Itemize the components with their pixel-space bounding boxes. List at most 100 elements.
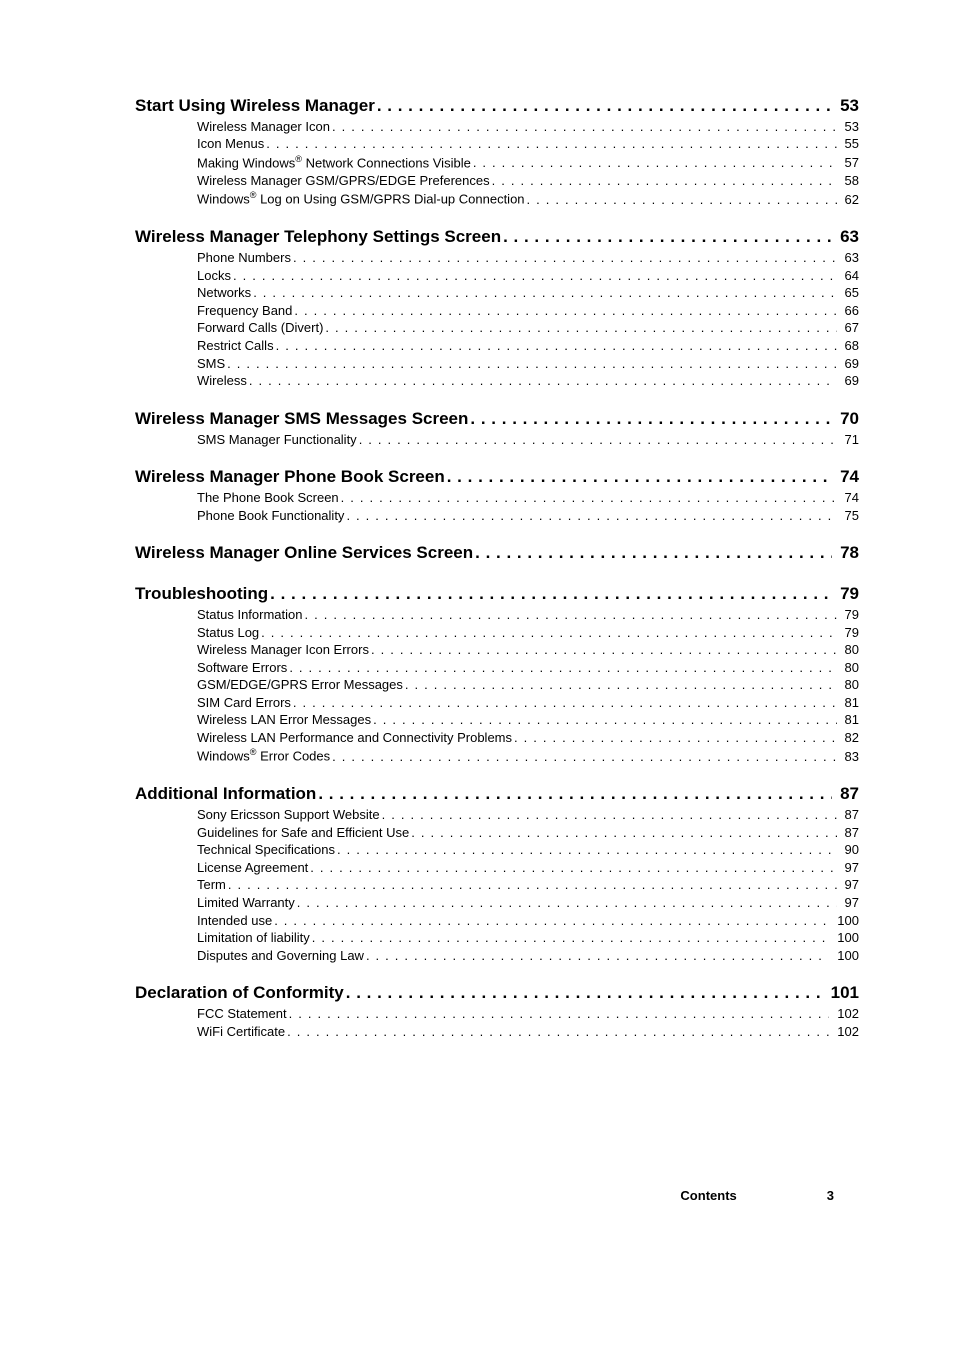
toc-entry-line[interactable]: Limited Warranty97	[135, 894, 859, 912]
toc-section: Wireless Manager SMS Messages Screen70SM…	[135, 408, 859, 448]
toc-entry-page: 74	[839, 489, 859, 507]
toc-entry-line[interactable]: Icon Menus55	[135, 135, 859, 153]
toc-leader-dots	[270, 583, 832, 606]
toc-section: Start Using Wireless Manager53Wireless M…	[135, 95, 859, 208]
toc-entry-line[interactable]: FCC Statement102	[135, 1005, 859, 1023]
toc-entry-title: Forward Calls (Divert)	[197, 319, 323, 337]
toc-leader-dots	[294, 302, 836, 320]
toc-entry-line[interactable]: The Phone Book Screen74	[135, 489, 859, 507]
toc-entry-title: Sony Ericsson Support Website	[197, 806, 380, 824]
toc-entry-line[interactable]: Windows® Error Codes83	[135, 746, 859, 765]
toc-entry-line[interactable]: Software Errors 80	[135, 659, 859, 677]
toc-entry-line[interactable]: Windows® Log on Using GSM/GPRS Dial-up C…	[135, 189, 859, 208]
toc-leader-dots	[473, 154, 837, 172]
toc-leader-dots	[289, 659, 836, 677]
toc-entry-page: 97	[839, 859, 859, 877]
toc-entry-line[interactable]: GSM/EDGE/GPRS Error Messages 80	[135, 676, 859, 694]
toc-entry-title: Wireless Manager Icon Errors	[197, 641, 369, 659]
toc-entry-page: 97	[839, 876, 859, 894]
toc-chapter-line[interactable]: Wireless Manager Telephony Settings Scre…	[135, 226, 859, 249]
toc-leader-dots	[325, 319, 836, 337]
toc-entry-line[interactable]: Locks64	[135, 267, 859, 285]
toc-leader-dots	[527, 191, 837, 209]
toc-chapter-line[interactable]: Wireless Manager Phone Book Screen74	[135, 466, 859, 489]
toc-entry-page: 55	[839, 135, 859, 153]
toc-entry-line[interactable]: Term97	[135, 876, 859, 894]
toc-entry-line[interactable]: Frequency Band 66	[135, 302, 859, 320]
toc-entry-line[interactable]: SMS69	[135, 355, 859, 373]
toc-entry-line[interactable]: Making Windows® Network Connections Visi…	[135, 153, 859, 172]
toc-entry-page: 87	[839, 806, 859, 824]
toc-chapter-line[interactable]: Additional Information87	[135, 783, 859, 806]
toc-entry-title: GSM/EDGE/GPRS Error Messages	[197, 676, 403, 694]
toc-entry-line[interactable]: Wireless LAN Error Messages81	[135, 711, 859, 729]
toc-chapter-line[interactable]: Declaration of Conformity101	[135, 982, 859, 1005]
toc-leader-dots	[287, 1023, 829, 1041]
toc-chapter-title: Wireless Manager SMS Messages Screen	[135, 408, 468, 431]
toc-entry-line[interactable]: Guidelines for Safe and Efficient Use87	[135, 824, 859, 842]
toc-page: Start Using Wireless Manager53Wireless M…	[0, 0, 954, 1118]
toc-entry-title: WiFi Certificate	[197, 1023, 285, 1041]
toc-leader-dots	[366, 947, 829, 965]
toc-entry-line[interactable]: Status Log79	[135, 624, 859, 642]
toc-entry-title: Making Windows® Network Connections Visi…	[197, 153, 471, 172]
toc-chapter-page: 53	[834, 95, 859, 118]
toc-leader-dots	[310, 859, 836, 877]
toc-entry-line[interactable]: Sony Ericsson Support Website 87	[135, 806, 859, 824]
toc-leader-dots	[514, 729, 837, 747]
toc-entry-line[interactable]: Phone Numbers63	[135, 249, 859, 267]
toc-entry-title: Frequency Band	[197, 302, 292, 320]
toc-entry-page: 68	[839, 337, 859, 355]
toc-leader-dots	[447, 466, 832, 489]
toc-entry-title: Software Errors	[197, 659, 287, 677]
toc-entry-line[interactable]: WiFi Certificate102	[135, 1023, 859, 1041]
toc-entry-page: 90	[839, 841, 859, 859]
toc-entry-page: 80	[839, 659, 859, 677]
toc-entry-line[interactable]: Wireless69	[135, 372, 859, 390]
toc-entry-line[interactable]: SIM Card Errors81	[135, 694, 859, 712]
toc-entry-line[interactable]: Intended use100	[135, 912, 859, 930]
toc-entry-page: 65	[839, 284, 859, 302]
toc-entry-line[interactable]: Forward Calls (Divert) 67	[135, 319, 859, 337]
toc-entry-page: 79	[839, 624, 859, 642]
toc-entry-line[interactable]: Status Information79	[135, 606, 859, 624]
toc-chapter-line[interactable]: Troubleshooting79	[135, 583, 859, 606]
toc-leader-dots	[470, 408, 832, 431]
toc-entry-line[interactable]: Disputes and Governing Law100	[135, 947, 859, 965]
toc-container: Start Using Wireless Manager53Wireless M…	[135, 95, 859, 1040]
toc-chapter-line[interactable]: Wireless Manager Online Services Screen7…	[135, 542, 859, 565]
toc-entry-line[interactable]: Restrict Calls68	[135, 337, 859, 355]
toc-entry-line[interactable]: Networks 65	[135, 284, 859, 302]
toc-chapter-page: 63	[834, 226, 859, 249]
toc-entry-line[interactable]: Limitation of liability100	[135, 929, 859, 947]
toc-chapter-title: Start Using Wireless Manager	[135, 95, 375, 118]
toc-entry-title: Wireless	[197, 372, 247, 390]
toc-leader-dots	[249, 372, 837, 390]
toc-entry-page: 58	[839, 172, 859, 190]
toc-entry-page: 80	[839, 676, 859, 694]
toc-chapter-page: 101	[825, 982, 859, 1005]
toc-entry-title: Wireless Manager Icon	[197, 118, 330, 136]
toc-entry-page: 64	[839, 267, 859, 285]
toc-leader-dots	[503, 226, 832, 249]
toc-entry-line[interactable]: Wireless Manager Icon53	[135, 118, 859, 136]
toc-entry-page: 69	[839, 355, 859, 373]
toc-entry-title: Networks	[197, 284, 251, 302]
toc-section: Troubleshooting79Status Information79Sta…	[135, 583, 859, 765]
toc-entry-title: Phone Numbers	[197, 249, 291, 267]
toc-entry-line[interactable]: Wireless LAN Performance and Connectivit…	[135, 729, 859, 747]
footer-label: Contents	[680, 1188, 736, 1203]
toc-chapter-line[interactable]: Start Using Wireless Manager 53	[135, 95, 859, 118]
toc-entry-line[interactable]: Wireless Manager Icon Errors 80	[135, 641, 859, 659]
toc-entry-line[interactable]: Wireless Manager GSM/GPRS/EDGE Preferenc…	[135, 172, 859, 190]
toc-entry-line[interactable]: Technical Specifications90	[135, 841, 859, 859]
toc-entry-line[interactable]: SMS Manager Functionality71	[135, 431, 859, 449]
toc-entry-line[interactable]: Phone Book Functionality75	[135, 507, 859, 525]
toc-chapter-line[interactable]: Wireless Manager SMS Messages Screen70	[135, 408, 859, 431]
toc-entry-page: 62	[839, 191, 859, 209]
toc-entry-page: 66	[839, 302, 859, 320]
toc-entry-line[interactable]: License Agreement97	[135, 859, 859, 877]
toc-entry-page: 80	[839, 641, 859, 659]
toc-leader-dots	[318, 783, 832, 806]
toc-entry-page: 67	[839, 319, 859, 337]
